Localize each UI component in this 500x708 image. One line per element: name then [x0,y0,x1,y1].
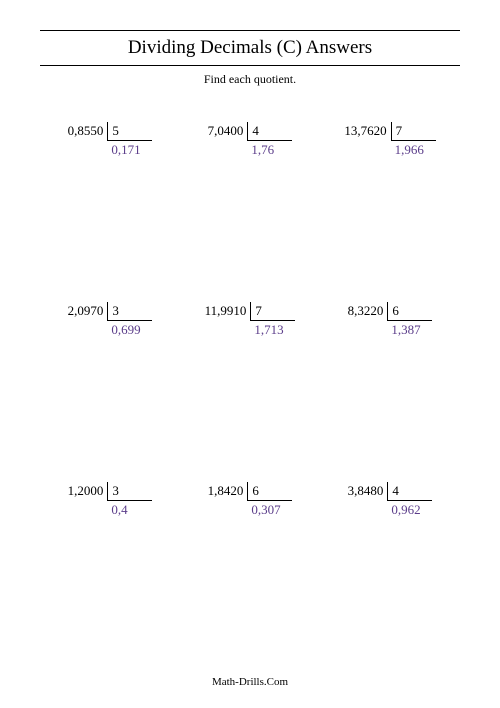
divisor: 5 [107,122,152,141]
dividend: 8,3220 [348,302,388,319]
divisor-box: 6 1,387 [387,302,432,339]
problem-inner: 1,8420 6 0,307 [208,482,293,519]
divisor-box: 5 0,171 [107,122,152,159]
dividend: 1,8420 [208,482,248,499]
problem-inner: 1,2000 3 0,4 [68,482,153,519]
divisor-box: 4 0,962 [387,482,432,519]
problem-inner: 8,3220 6 1,387 [348,302,433,339]
problem: 7,0400 4 1,76 [180,122,320,302]
problem: 2,0970 3 0,699 [40,302,180,482]
divisor: 3 [107,482,152,501]
divisor-box: 7 1,966 [391,122,436,159]
problem-inner: 11,9910 7 1,713 [205,302,296,339]
problem-inner: 2,0970 3 0,699 [68,302,153,339]
worksheet-page: Dividing Decimals (C) Answers Find each … [0,0,500,708]
problem-inner: 3,8480 4 0,962 [348,482,433,519]
dividend: 1,2000 [68,482,108,499]
problem-inner: 13,7620 7 1,966 [344,122,435,159]
quotient: 1,387 [387,321,424,339]
dividend: 0,8550 [68,122,108,139]
page-footer: Math-Drills.Com [0,676,500,688]
divisor: 7 [391,122,436,141]
divisor-box: 7 1,713 [250,302,295,339]
problem-inner: 7,0400 4 1,76 [208,122,293,159]
title-rule-top [40,30,460,31]
title-rule-bottom [40,65,460,66]
quotient: 0,307 [247,501,284,519]
quotient: 0,962 [387,501,424,519]
problem: 0,8550 5 0,171 [40,122,180,302]
divisor-box: 3 0,4 [107,482,152,519]
divisor: 3 [107,302,152,321]
problem: 1,2000 3 0,4 [40,482,180,662]
dividend: 11,9910 [205,302,251,319]
quotient: 0,171 [107,141,144,159]
divisor: 4 [387,482,432,501]
problem: 11,9910 7 1,713 [180,302,320,482]
divisor-box: 4 1,76 [247,122,292,159]
problem: 8,3220 6 1,387 [320,302,460,482]
page-title: Dividing Decimals (C) Answers [40,35,460,61]
divisor-box: 6 0,307 [247,482,292,519]
divisor: 6 [387,302,432,321]
quotient: 0,699 [107,321,144,339]
problem-inner: 0,8550 5 0,171 [68,122,153,159]
divisor-box: 3 0,699 [107,302,152,339]
quotient: 1,76 [247,141,278,159]
dividend: 13,7620 [344,122,390,139]
divisor: 7 [250,302,295,321]
quotient: 1,966 [391,141,428,159]
quotient: 0,4 [107,501,131,519]
dividend: 2,0970 [68,302,108,319]
page-subtitle: Find each quotient. [40,72,460,87]
dividend: 3,8480 [348,482,388,499]
divisor: 6 [247,482,292,501]
problems-grid: 0,8550 5 0,171 7,0400 4 1,76 13,7620 [40,122,460,662]
problem: 13,7620 7 1,966 [320,122,460,302]
problem: 1,8420 6 0,307 [180,482,320,662]
divisor: 4 [247,122,292,141]
quotient: 1,713 [250,321,287,339]
problem: 3,8480 4 0,962 [320,482,460,662]
dividend: 7,0400 [208,122,248,139]
